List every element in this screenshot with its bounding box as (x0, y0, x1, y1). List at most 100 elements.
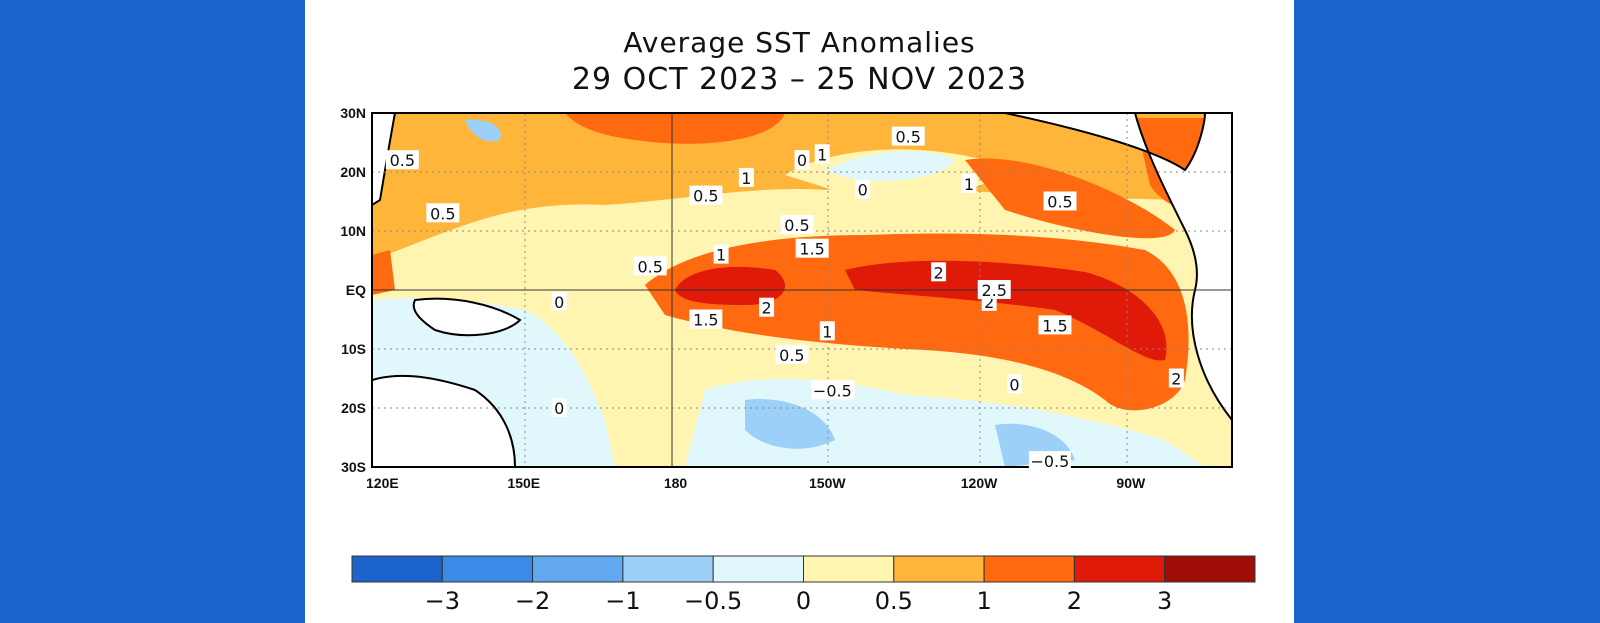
chart-title: Average SST Anomalies (623, 26, 976, 59)
colorbar-swatch (803, 555, 895, 583)
contour-label-bg (689, 185, 723, 205)
contour-label: 1 (716, 246, 726, 265)
contour-label: 0.5 (638, 257, 663, 276)
colorbar-label: −1 (605, 587, 640, 615)
band-1-2-west (372, 250, 395, 295)
colorbar-swatch (1073, 555, 1166, 583)
contour-label: 1 (817, 145, 827, 164)
band-neg0_5-0-north (825, 151, 955, 181)
contour-label-bg (1038, 315, 1072, 335)
lat-tick-label: 10S (341, 341, 366, 357)
contour-label: 0.5 (430, 204, 455, 223)
contour-label-bg (1006, 374, 1022, 394)
band-neg1-neg0_5 (745, 399, 835, 449)
lon-tick-label: 120W (961, 475, 998, 491)
contour-label: 0 (554, 399, 564, 418)
contour-label-bg (1168, 368, 1184, 388)
contour-label: 0.5 (779, 346, 804, 365)
contour-label-bg (775, 344, 809, 364)
colorbar-labels: −3 −2 −1 −0.5 0 0.5 1 2 3 (425, 587, 1173, 615)
colorbar-swatch (441, 555, 534, 583)
colorbar-label: 0 (796, 587, 811, 615)
longitude-labels: 120E 150E 180 150W 120W 90W (366, 475, 1146, 491)
land-newguinea (412, 297, 522, 337)
contour-label: 0 (554, 293, 564, 312)
land-central-america (1004, 113, 1232, 467)
contour-label: 0.5 (390, 151, 415, 170)
colorbar-label: −0.5 (684, 587, 742, 615)
contour-label: 1.5 (799, 240, 824, 259)
contour-label: 0.5 (896, 128, 921, 147)
contour-label-bg (811, 380, 854, 400)
contour-label: 2 (1171, 370, 1181, 389)
lat-tick-label: 20N (340, 164, 366, 180)
colorbar-label: 0.5 (875, 587, 913, 615)
contour-label-bg (426, 203, 460, 223)
contour-label-bg (780, 215, 814, 235)
map-frame (371, 112, 1233, 468)
figure-panel: Average SST Anomalies 29 OCT 2023 – 25 N… (305, 0, 1294, 623)
contour-label: 0 (858, 181, 868, 200)
contour-label-bg (891, 126, 925, 146)
contour-label-bg (931, 262, 947, 282)
land-australia-newguinea (372, 374, 517, 467)
contour-label-bg (551, 398, 567, 417)
lon-tick-label: 150W (809, 475, 846, 491)
contour-label: 0.5 (784, 216, 809, 235)
latitude-labels: 30N 20N 10N EQ 10S 20S 30S (340, 105, 366, 475)
contour-label-bg (551, 291, 567, 311)
contour-label-bg (738, 167, 754, 187)
colorbar-label: 2 (1067, 587, 1082, 615)
contour-label-bg (1043, 191, 1077, 211)
contour-label-bg (633, 256, 667, 276)
band-neg1-neg0_5-c (465, 119, 501, 142)
colorbar-swatch (712, 555, 805, 583)
contour-label-bg (795, 238, 829, 258)
colorbar-swatch (622, 555, 714, 583)
contour-label-bg (794, 150, 810, 170)
colorbar-swatch (893, 555, 985, 583)
contour-label-bg (977, 280, 1011, 299)
band-1-2-n (565, 113, 785, 144)
contour-label-bg (713, 244, 729, 264)
colorbar-swatch (983, 555, 1075, 583)
contour-label: 1.5 (693, 311, 718, 330)
lon-tick-label: 120E (366, 475, 399, 491)
contour-label: 2 (984, 293, 994, 312)
contour-label-bg (759, 297, 775, 317)
contour-label: 0 (1009, 375, 1019, 394)
contour-label: 2 (933, 263, 943, 282)
contour-label: 1.5 (1042, 316, 1067, 335)
contour-label: −0.5 (1030, 452, 1069, 471)
contour-label: 0.5 (1047, 193, 1072, 212)
contour-label-bg (814, 144, 830, 164)
contour-label: 1 (741, 169, 751, 188)
lat-tick-label: 20S (341, 400, 366, 416)
colorbar-label: −3 (425, 587, 460, 615)
contour-label: 2 (761, 299, 771, 318)
contour-label-bg (385, 150, 419, 170)
band-2-3-b (845, 260, 1167, 361)
contour-label-bg (689, 309, 723, 329)
colorbar-swatch (351, 555, 443, 583)
contour-label-bg (819, 321, 835, 341)
lat-tick-label: EQ (346, 282, 366, 298)
colorbar-label: 3 (1157, 587, 1172, 615)
chart-date-range: 29 OCT 2023 – 25 NOV 2023 (571, 62, 1028, 97)
contour-label: 1 (964, 175, 974, 194)
lat-tick-label: 30S (341, 459, 366, 475)
colorbar-label: 1 (976, 587, 991, 615)
contour-label-bg (855, 179, 871, 199)
anomaly-field (372, 113, 1232, 467)
colorbar-label: −2 (515, 587, 550, 615)
contour-label: 0.5 (693, 187, 718, 206)
contour-label: 1 (822, 322, 832, 341)
contour-label-bg (1028, 451, 1071, 471)
lon-tick-label: 180 (664, 475, 688, 491)
contour-label: 2.5 (982, 281, 1007, 300)
contour-label: −0.5 (813, 381, 852, 400)
contour-label: 0 (797, 151, 807, 170)
lon-tick-label: 90W (1116, 475, 1146, 491)
